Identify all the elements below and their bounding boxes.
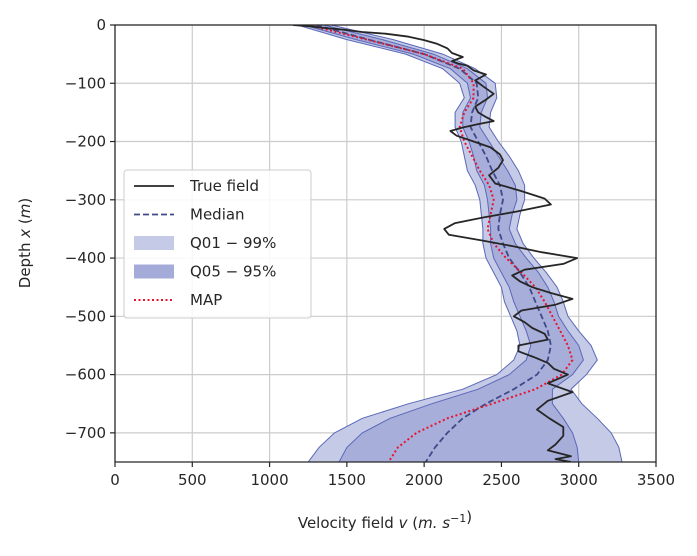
y-tick-label-1: −100 [65, 74, 106, 92]
y-tick-label-0: 0 [96, 16, 106, 34]
x-tick-label-1: 500 [178, 471, 207, 489]
axis-ticks: 0 500 1000 1500 2000 2500 3000 3500 0 −100 −200 −30… [65, 16, 675, 489]
legend-swatch-q05 [134, 264, 174, 279]
y-tick-label-4: −400 [65, 249, 106, 267]
x-tick-label-4: 2000 [405, 471, 443, 489]
y-axis-label: Depth x (m) [16, 198, 34, 288]
x-tick-label-2: 1000 [250, 471, 288, 489]
legend-label-q01: Q01 − 99% [190, 234, 276, 252]
band-q05-95 [303, 25, 584, 462]
y-tick-label-6: −600 [65, 366, 106, 384]
y-tick-label-5: −500 [65, 307, 106, 325]
legend-label-map: MAP [190, 291, 222, 309]
true-field-line [292, 25, 579, 462]
y-tick-label-7: −700 [65, 424, 106, 442]
legend-label-true: True field [189, 177, 259, 195]
x-tick-label-7: 3500 [637, 471, 675, 489]
legend: True field Median Q01 − 99% Q05 − 95% MAP [123, 169, 312, 319]
legend-swatch-q01 [134, 236, 174, 250]
x-tick-label-0: 0 [110, 471, 120, 489]
x-axis-label: Velocity field v (m. s−1) [298, 508, 472, 532]
y-tick-label-3: −300 [65, 191, 106, 209]
x-tick-label-3: 1500 [328, 471, 366, 489]
x-tick-label-5: 2500 [482, 471, 520, 489]
y-tick-label-2: −200 [65, 133, 106, 151]
legend-box [123, 169, 312, 319]
x-tick-label-6: 3000 [560, 471, 598, 489]
legend-label-q05: Q05 − 95% [190, 263, 276, 281]
legend-label-median: Median [190, 206, 245, 224]
plot-frame [114, 24, 657, 463]
plot-area [292, 25, 623, 462]
